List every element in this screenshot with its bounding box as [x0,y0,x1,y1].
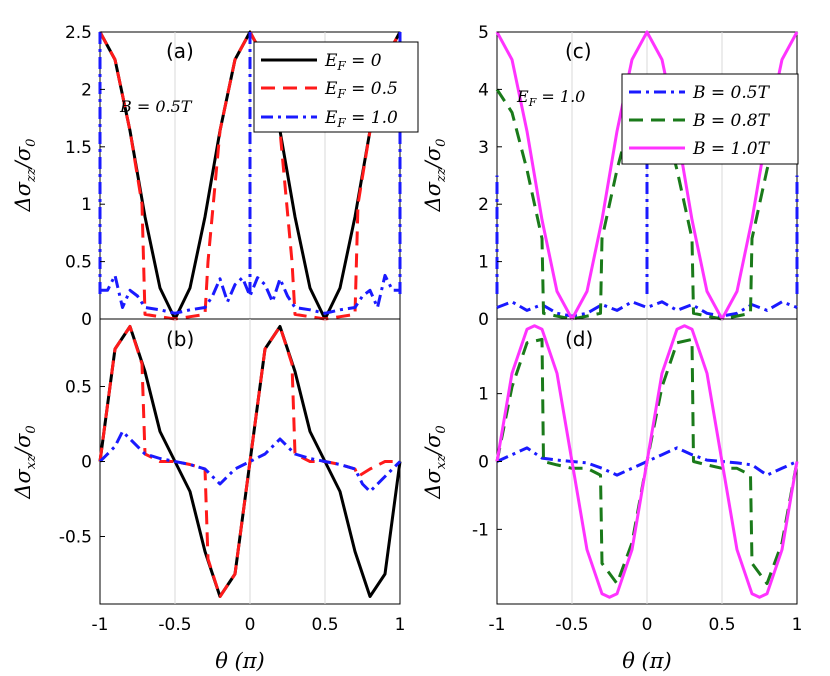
panel-a-ytick-label: 1 [81,195,92,215]
legend-c-b05: B = 0.5T [692,83,771,103]
panel-a-ytick-label: 2.5 [65,23,92,43]
panel-d-series-3 [495,324,799,599]
panel-a-legend: EF = 0 EF = 0.5 EF = 1.0 [253,41,419,133]
panel-c-series-2 [495,87,799,321]
panel-b-ytick-label: 0.5 [65,378,92,398]
panel-a-label: (a) [166,39,194,63]
panel-d-xlabel: θ (π) [622,649,672,673]
panel-b-xtick-label: -1 [92,615,109,635]
panel-b-ylabel: Δσxz/σ0 [11,425,39,499]
panel-a-ytick-label: 2 [81,80,92,100]
panel-a-ytick-label: 0.5 [65,253,92,273]
panel-b-xtick-label: 0.5 [311,615,338,635]
legend-c-b08: B = 0.8T [692,111,771,131]
panel-b-xtick-label: 0 [245,615,256,635]
panel-a-series-2 [98,30,402,321]
panel-d-ylabel: Δσxz/σ0 [421,425,449,499]
panel-c-series-1 [496,300,798,318]
panel-d-xtick-label: 0.5 [708,615,735,635]
panel-d-ytick-label: -1 [472,520,489,540]
panel-d-ytick-label: 0 [478,453,489,473]
panel-b-xtick-label: -0.5 [158,615,191,635]
panel-c-ytick-label: 1 [478,253,489,273]
panel-c-ytick-label: 0 [478,310,489,330]
legend-c-b10: B = 1.0T [692,139,771,159]
panel-c-ytick-label: 2 [478,195,489,215]
panel-c-ytick-label: 5 [478,23,489,43]
panel-b-label: (b) [166,327,194,351]
panel-c-label: (c) [565,39,592,63]
panel-d-xtick-label: -1 [489,615,506,635]
panel-a-ytick-label: 0 [81,310,92,330]
panel-a-annotation: B = 0.5T [119,97,193,116]
panel-c: 0 1 2 3 4 5 (c) EF = 1.0 Δσzz/σ0 B = 0.5T B =… [421,23,799,330]
panel-c-ytick-label: 3 [478,138,489,158]
legend-a-ef05: EF = 0.5 [324,79,398,101]
panel-d-xtick-label: -0.5 [555,615,588,635]
panel-b-series-3 [98,430,402,493]
panel-b-xtick-label: 1 [395,615,406,635]
panel-d-xtick-label: 0 [642,615,653,635]
panel-d-label: (d) [565,327,593,351]
panel-c-series-3 [495,30,799,321]
panel-b-ytick-label: -0.5 [59,528,92,548]
panel-d-xtick-label: 1 [792,615,803,635]
panel-b: -0.5 0 0.5 -1 -0.5 0 0.5 1 (b) Δσxz/σ0 θ (π) [11,318,406,673]
panel-c-ytick-label: 4 [478,80,489,100]
panel-a-ytick-label: 1.5 [65,138,92,158]
panel-c-ylabel: Δσzz/σ0 [421,139,449,213]
panel-b-xlabel: θ (π) [215,649,265,673]
panel-a-ylabel: Δσzz/σ0 [11,139,39,213]
panel-b-ytick-label: 0 [81,453,92,473]
panel-c-annotation: EF = 1.0 [516,87,585,109]
panel-d-ytick-label: 1 [478,385,489,405]
panel-a-legend-box [253,41,419,133]
legend-a-ef0: EF = 0 [324,51,382,73]
panel-a: 0 0.5 1 1.5 2 2.5 (a) B = 0.5T Δσzz/σ0 EF = 0… [11,23,419,330]
panel-c-legend: B = 0.5T B = 0.8T B = 1.0T [621,73,799,165]
panel-d: -1 0 1 -1 -0.5 0 0.5 1 (d) Δσxz/σ0 θ (π) [421,318,803,673]
legend-a-ef10: EF = 1.0 [324,108,398,130]
